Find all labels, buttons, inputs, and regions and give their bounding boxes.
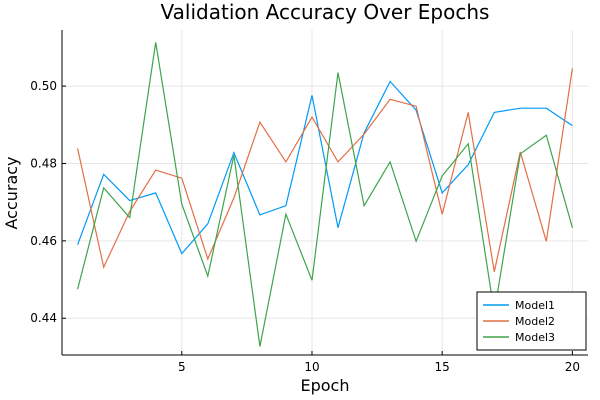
y-tick-label: 0.46 (30, 234, 57, 248)
x-tick-label: 5 (178, 360, 186, 374)
x-tick-label: 15 (435, 360, 450, 374)
y-tick-label: 0.44 (30, 311, 57, 325)
y-tick-label: 0.50 (30, 79, 57, 93)
legend: Model1 Model2 Model3 (476, 291, 587, 351)
series-line-model3 (77, 42, 573, 347)
x-tick-label: 10 (304, 360, 319, 374)
series-line-model2 (77, 68, 573, 272)
axes-layer (61, 30, 588, 356)
series-layer (77, 42, 573, 347)
x-axis-label: Epoch (301, 376, 350, 395)
y-tick-label: 0.48 (30, 156, 57, 170)
series-line-model1 (77, 80, 573, 255)
x-tick-label: 20 (565, 360, 580, 374)
y-axis-label: Accuracy (2, 156, 21, 229)
ticks-layer: 5 10 15 20 0.44 0.46 0.48 0.50 (30, 79, 580, 374)
legend-label: Model2 (515, 315, 555, 328)
chart-title: Validation Accuracy Over Epochs (161, 0, 490, 24)
legend-label: Model3 (515, 331, 555, 344)
legend-label: Model1 (515, 299, 555, 312)
